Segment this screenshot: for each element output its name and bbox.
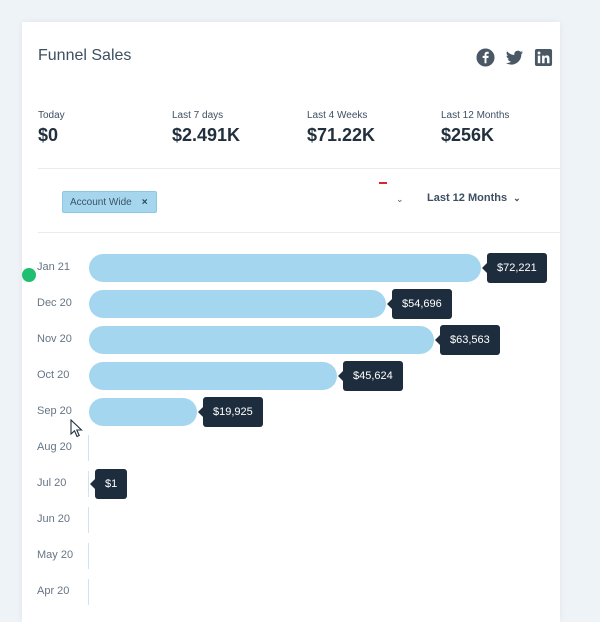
- row-label: Nov 20: [37, 333, 72, 345]
- value-tooltip: $54,696: [387, 289, 452, 319]
- value-tooltip: $45,624: [338, 361, 403, 391]
- row-label: Apr 20: [37, 585, 70, 597]
- twitter-icon[interactable]: [505, 48, 524, 67]
- row-label: Sep 20: [37, 405, 72, 417]
- stat-label: Last 4 Weeks: [307, 110, 368, 121]
- bar[interactable]: [89, 254, 481, 282]
- stat-value: $256K: [441, 125, 495, 145]
- value-tooltip: $63,563: [435, 325, 500, 355]
- social-links: [476, 48, 553, 67]
- bar-baseline: [88, 543, 89, 569]
- funnel-sales-card: Funnel Sales Today $0 Last 7 days $2.491…: [22, 22, 560, 622]
- row-label: May 20: [37, 549, 74, 561]
- stat-last-4-weeks: Last 4 Weeks $71.22K: [307, 110, 375, 146]
- bar-baseline: [88, 471, 89, 497]
- linkedin-icon[interactable]: [534, 48, 553, 67]
- card-title: Funnel Sales: [38, 47, 132, 64]
- stat-value: $2.491K: [172, 125, 241, 145]
- facebook-icon[interactable]: [476, 48, 495, 67]
- stat-value: $0: [38, 125, 59, 145]
- row-label: Jul 20: [37, 477, 67, 489]
- value-tooltip: $72,221: [482, 253, 547, 283]
- value-tooltip: $1: [89, 469, 128, 499]
- mouse-cursor-icon: [70, 419, 83, 438]
- filter-chip-account-wide[interactable]: Account Wide ×: [62, 191, 157, 213]
- bar[interactable]: [89, 290, 386, 318]
- row-label: Oct 20: [37, 369, 70, 381]
- stat-value: $71.22K: [307, 125, 376, 145]
- stat-label: Last 12 Months: [441, 110, 510, 121]
- bar[interactable]: [89, 398, 197, 426]
- bar-baseline: [88, 507, 89, 533]
- bar-baseline: [88, 579, 89, 605]
- chip-remove-icon[interactable]: ×: [141, 196, 148, 208]
- row-label: Jun 20: [37, 513, 71, 525]
- divider: [38, 232, 560, 233]
- row-label: Aug 20: [37, 441, 72, 453]
- value-tooltip: $19,925: [198, 397, 263, 427]
- row-label: Jan 21: [37, 261, 71, 273]
- divider: [38, 168, 560, 169]
- bar[interactable]: [89, 362, 337, 390]
- period-select-label: Last 12 Months: [427, 192, 508, 204]
- period-select[interactable]: Last 12 Months ⌄: [427, 192, 521, 204]
- stat-label: Last 7 days: [172, 110, 224, 121]
- row-label: Dec 20: [37, 297, 72, 309]
- green-status-dot: [22, 268, 36, 282]
- bar-baseline: [88, 435, 89, 461]
- chevron-down-icon: ⌄: [513, 192, 521, 203]
- bar[interactable]: [89, 326, 434, 354]
- filter-chip-label: Account Wide: [70, 196, 132, 208]
- chevron-down-icon[interactable]: ⌄: [396, 194, 404, 204]
- stat-last-12-months: Last 12 Months $256K: [441, 110, 509, 146]
- red-indicator: [379, 182, 387, 184]
- stat-label: Today: [38, 110, 65, 121]
- stat-last-7-days: Last 7 days $2.491K: [172, 110, 240, 146]
- stat-today: Today $0: [38, 110, 65, 146]
